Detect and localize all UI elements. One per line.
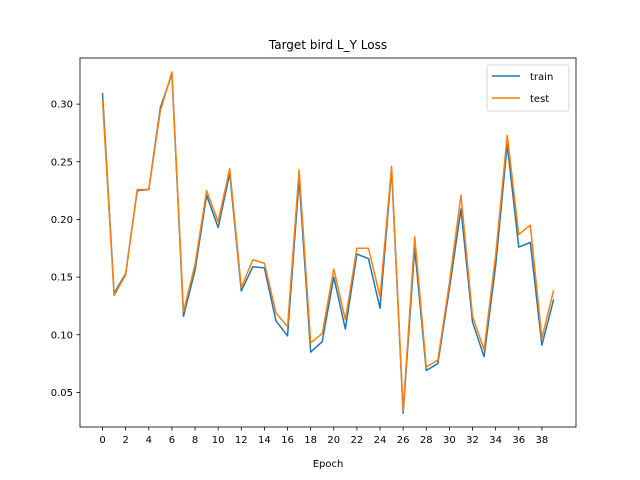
x-tick-label: 10: [212, 435, 225, 446]
chart-title: Target bird L_Y Loss: [268, 38, 387, 52]
x-tick-label: 2: [122, 435, 128, 446]
x-tick-label: 24: [374, 435, 387, 446]
legend-label-2: test: [530, 94, 549, 105]
x-tick-label: 16: [281, 435, 294, 446]
legend-box: [486, 64, 570, 112]
series-layer: [101, 71, 555, 414]
x-tick-label: 0: [99, 435, 105, 446]
axes-frame: [79, 57, 577, 428]
series-line-2: [101, 71, 555, 412]
x-tick-label: 26: [397, 435, 410, 446]
y-tick-label: 0.05: [51, 388, 73, 399]
x-tick-label: 28: [420, 435, 433, 446]
legend: train test: [486, 64, 570, 112]
x-axis-ticks: 0 2 4 6 8 10 12 14 16 18 20 22 24 26 28 30 32 34 36 38: [99, 427, 548, 446]
y-axis-ticks: 0.05 0.10 0.15 0.20 0.25 0.30: [51, 100, 80, 399]
x-tick-label: 20: [327, 435, 340, 446]
x-tick-label: 32: [466, 435, 479, 446]
x-tick-label: 22: [351, 435, 364, 446]
y-tick-label: 0.15: [51, 273, 73, 284]
x-tick-label: 12: [235, 435, 248, 446]
x-axis-label: Epoch: [313, 459, 344, 470]
y-tick-label: 0.20: [51, 215, 73, 226]
x-tick-label: 6: [169, 435, 175, 446]
y-tick-label: 0.10: [51, 330, 73, 341]
x-tick-label: 8: [192, 435, 198, 446]
x-tick-label: 30: [443, 435, 456, 446]
x-tick-label: 18: [304, 435, 317, 446]
x-tick-label: 34: [489, 435, 502, 446]
x-tick-label: 4: [146, 435, 152, 446]
y-tick-label: 0.30: [51, 100, 73, 111]
legend-label-1: train: [530, 72, 553, 83]
x-tick-label: 38: [536, 435, 549, 446]
x-tick-label: 14: [258, 435, 271, 446]
plot-area: 0 2 4 6 8 10 12 14 16 18 20 22 24 26 28 30 32 34 36 38 0.05…: [51, 57, 577, 446]
y-tick-label: 0.25: [51, 157, 73, 168]
x-tick-label: 36: [512, 435, 525, 446]
